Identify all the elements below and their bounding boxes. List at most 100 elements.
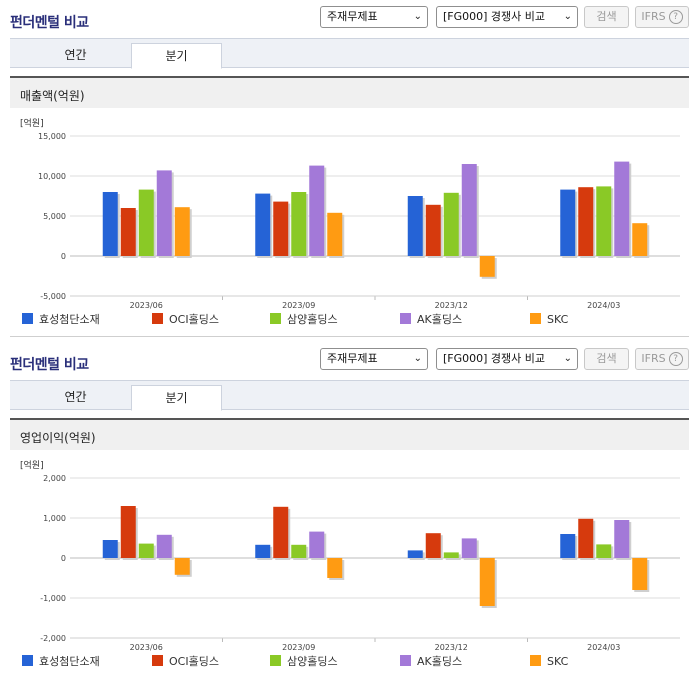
legend-item[interactable]: 삼양홀딩스 [270,655,338,669]
y-tick-label: 0 [61,252,66,261]
legend-label: SKC [547,655,569,668]
legend-label: AK홀딩스 [417,655,463,668]
bar [138,543,154,558]
legend-swatch [152,313,163,324]
bar [461,164,477,256]
ifrs-button[interactable]: IFRS? [635,348,689,370]
bar [407,196,423,256]
bar [614,161,630,256]
panel-title: 펀더멘털 비교 [10,357,89,373]
chart-legend: 효성첨단소재 OCI홀딩스 삼양홀딩스 AK홀딩스 SKC [22,655,682,673]
bar [443,552,459,558]
x-tick-label: 2024/03 [587,301,620,310]
bar [560,534,576,558]
chart-section-title: 영업이익(억원) [20,431,96,445]
search-button[interactable]: 검색 [584,6,629,28]
statement-type-select[interactable]: 주재무제표 ⌄ [320,348,428,370]
y-tick-label: 5,000 [43,212,66,221]
peer-group-select[interactable]: [FG000] 경쟁사 비교 ⌄ [436,348,578,370]
bar [596,544,612,558]
search-button-label: 검색 [596,352,617,365]
legend-label: 효성첨단소재 [39,655,100,668]
legend-label: SKC [547,313,569,326]
legend-item[interactable]: SKC [530,655,568,669]
y-tick-label: 0 [61,554,66,563]
ifrs-label: IFRS [641,352,666,365]
x-tick-label: 2023/06 [130,643,163,652]
legend-swatch [22,313,33,324]
bar [425,204,441,256]
search-button[interactable]: 검색 [584,348,629,370]
bar [425,533,441,558]
legend-item[interactable]: SKC [530,313,568,327]
panel-title: 펀더멘털 비교 [10,15,89,31]
bar [632,223,648,256]
panel-header: 펀더멘털 비교 주재무제표 ⌄ [FG000] 경쟁사 비교 ⌄ 검색 IFRS… [0,0,696,36]
ifrs-label: IFRS [641,10,666,23]
fundamental-panel-revenue: 펀더멘털 비교 주재무제표 ⌄ [FG000] 경쟁사 비교 ⌄ 검색 IFRS… [0,0,696,337]
legend-swatch [530,313,541,324]
peer-group-select[interactable]: [FG000] 경쟁사 비교 ⌄ [436,6,578,28]
statement-type-value: 주재무제표 [327,10,378,23]
bar [596,186,612,256]
x-tick-label: 2024/03 [587,643,620,652]
peer-group-value: [FG000] 경쟁사 비교 [443,10,546,23]
search-button-label: 검색 [596,10,617,23]
x-tick-label: 2023/12 [435,301,468,310]
legend-swatch [400,655,411,666]
statement-type-value: 주재무제표 [327,352,378,365]
tab-quarterly[interactable]: 분기 [131,43,222,69]
bar [102,540,118,558]
y-tick-label: 10,000 [38,172,66,181]
help-icon[interactable]: ? [668,10,683,24]
bar [273,506,289,558]
bar [443,192,459,256]
help-icon[interactable]: ? [668,352,683,366]
x-tick-label: 2023/09 [282,301,315,310]
y-tick-label: 2,000 [43,474,66,483]
bar [309,531,325,558]
legend-item[interactable]: AK홀딩스 [400,313,462,327]
legend-item[interactable]: 효성첨단소재 [22,655,100,669]
legend-label: 삼양홀딩스 [287,313,338,326]
chart-legend: 효성첨단소재 OCI홀딩스 삼양홀딩스 AK홀딩스 SKC [22,313,682,331]
legend-item[interactable]: 효성첨단소재 [22,313,100,327]
statement-type-select[interactable]: 주재무제표 ⌄ [320,6,428,28]
chart-section-header: 매출액(억원) [10,76,689,108]
legend-label: 삼양홀딩스 [287,655,338,668]
chart-section-title: 매출액(억원) [20,89,85,103]
tab-annual[interactable]: 연간 [64,48,87,62]
y-tick-label: -2,000 [40,634,66,643]
bar [291,544,307,558]
bar [255,193,271,256]
bar [156,170,172,256]
divider [10,336,689,337]
chart-section-header: 영업이익(억원) [10,418,689,450]
y-tick-label: 15,000 [38,132,66,141]
legend-item[interactable]: OCI홀딩스 [152,313,219,327]
legend-item[interactable]: OCI홀딩스 [152,655,219,669]
period-tabs: 연간 분기 [10,38,689,69]
bar [407,550,423,558]
legend-label: 효성첨단소재 [39,313,100,326]
legend-swatch [270,313,281,324]
chevron-down-icon: ⌄ [563,353,572,364]
bar [327,558,343,578]
legend-swatch [270,655,281,666]
bar [174,558,190,575]
legend-item[interactable]: 삼양홀딩스 [270,313,338,327]
ifrs-button[interactable]: IFRS? [635,6,689,28]
legend-item[interactable]: AK홀딩스 [400,655,462,669]
tab-annual[interactable]: 연간 [64,390,87,404]
legend-label: OCI홀딩스 [169,655,219,668]
y-unit-label: [억원] [20,459,44,471]
bar [327,212,343,256]
bar [578,518,594,558]
tab-quarterly[interactable]: 분기 [131,385,222,411]
x-tick-label: 2023/12 [435,643,468,652]
bar [578,187,594,256]
chevron-down-icon: ⌄ [563,11,572,22]
legend-label: OCI홀딩스 [169,313,219,326]
bar [461,538,477,558]
bar [632,558,648,590]
